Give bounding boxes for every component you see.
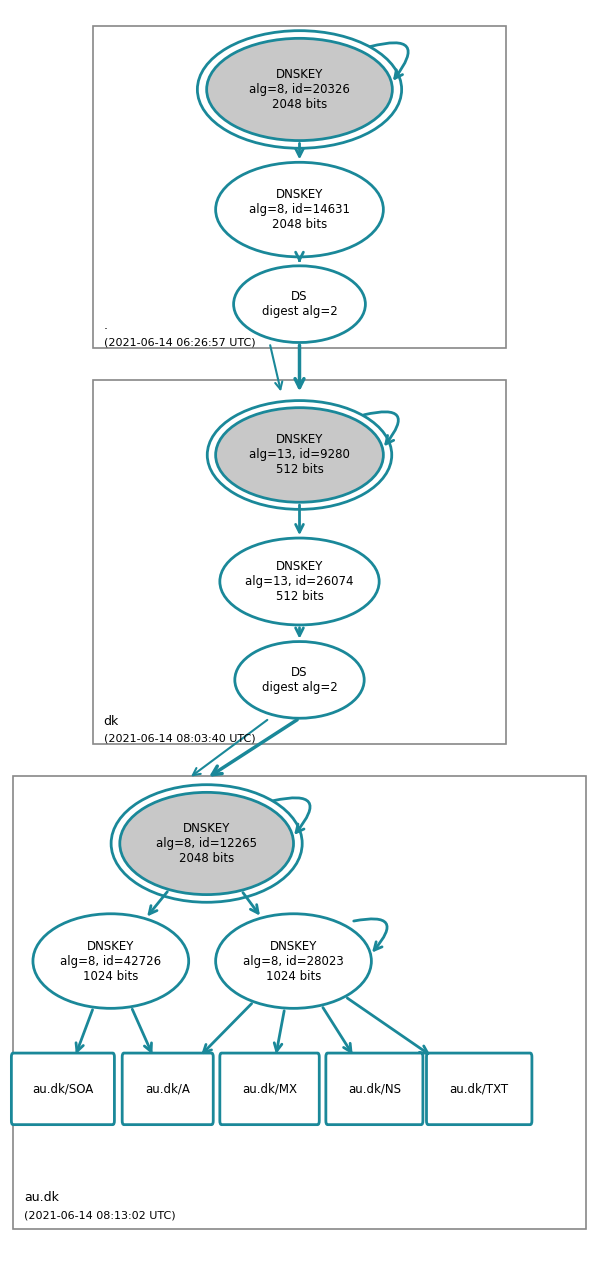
FancyBboxPatch shape bbox=[93, 26, 506, 348]
Text: au.dk/NS: au.dk/NS bbox=[348, 1082, 401, 1095]
FancyBboxPatch shape bbox=[326, 1053, 423, 1125]
Text: DNSKEY
alg=8, id=12265
2048 bits: DNSKEY alg=8, id=12265 2048 bits bbox=[156, 822, 257, 865]
FancyBboxPatch shape bbox=[220, 1053, 319, 1125]
Text: (2021-06-14 08:03:40 UTC): (2021-06-14 08:03:40 UTC) bbox=[104, 734, 255, 744]
Ellipse shape bbox=[120, 792, 294, 895]
FancyBboxPatch shape bbox=[426, 1053, 532, 1125]
Text: au.dk/TXT: au.dk/TXT bbox=[450, 1082, 509, 1095]
Text: DNSKEY
alg=8, id=28023
1024 bits: DNSKEY alg=8, id=28023 1024 bits bbox=[243, 939, 344, 983]
FancyBboxPatch shape bbox=[93, 380, 506, 744]
Text: DNSKEY
alg=13, id=9280
512 bits: DNSKEY alg=13, id=9280 512 bits bbox=[249, 433, 350, 477]
Ellipse shape bbox=[33, 914, 189, 1008]
Text: au.dk: au.dk bbox=[24, 1191, 59, 1204]
Text: (2021-06-14 08:13:02 UTC): (2021-06-14 08:13:02 UTC) bbox=[24, 1210, 176, 1220]
Text: DNSKEY
alg=13, id=26074
512 bits: DNSKEY alg=13, id=26074 512 bits bbox=[245, 560, 354, 603]
Ellipse shape bbox=[216, 162, 383, 257]
Text: DNSKEY
alg=8, id=42726
1024 bits: DNSKEY alg=8, id=42726 1024 bits bbox=[60, 939, 161, 983]
Text: DNSKEY
alg=8, id=20326
2048 bits: DNSKEY alg=8, id=20326 2048 bits bbox=[249, 68, 350, 111]
Text: dk: dk bbox=[104, 716, 119, 728]
Ellipse shape bbox=[207, 38, 392, 141]
Text: au.dk/A: au.dk/A bbox=[146, 1082, 190, 1095]
Text: DNSKEY
alg=8, id=14631
2048 bits: DNSKEY alg=8, id=14631 2048 bits bbox=[249, 188, 350, 231]
Ellipse shape bbox=[216, 408, 383, 502]
Text: au.dk/MX: au.dk/MX bbox=[242, 1082, 297, 1095]
Ellipse shape bbox=[220, 538, 379, 625]
Text: DS
digest alg=2: DS digest alg=2 bbox=[262, 290, 337, 318]
Text: (2021-06-14 06:26:57 UTC): (2021-06-14 06:26:57 UTC) bbox=[104, 337, 255, 348]
FancyBboxPatch shape bbox=[11, 1053, 114, 1125]
Ellipse shape bbox=[216, 914, 371, 1008]
Ellipse shape bbox=[234, 266, 365, 343]
FancyBboxPatch shape bbox=[13, 776, 586, 1229]
FancyBboxPatch shape bbox=[122, 1053, 213, 1125]
Text: .: . bbox=[104, 320, 108, 332]
Text: au.dk/SOA: au.dk/SOA bbox=[32, 1082, 93, 1095]
Ellipse shape bbox=[235, 642, 364, 718]
Text: DS
digest alg=2: DS digest alg=2 bbox=[262, 666, 337, 694]
